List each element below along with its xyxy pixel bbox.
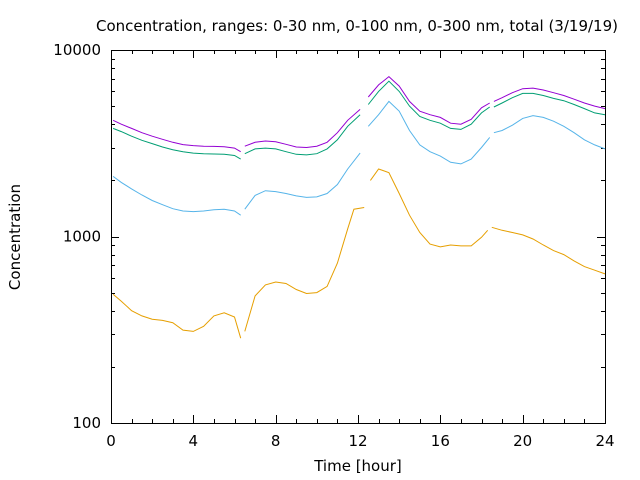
series-4-line	[367, 75, 490, 125]
x-axis-label: Time [hour]	[313, 457, 402, 475]
y-tick-label: 100	[72, 414, 101, 432]
x-tick-label: 4	[189, 432, 199, 450]
plot-frame	[111, 50, 606, 424]
y-tick-label: 10000	[53, 41, 101, 59]
series-2-line	[112, 175, 241, 216]
series-3-line	[493, 92, 606, 116]
series-1-line	[491, 226, 606, 275]
series-3-line	[244, 114, 361, 156]
series-3-line	[112, 127, 241, 160]
series-4-line	[493, 87, 606, 110]
x-tick-label: 24	[595, 432, 614, 450]
y-tick-label: 1000	[63, 228, 101, 246]
series-group	[112, 75, 606, 339]
series-4-line	[244, 109, 361, 149]
x-tick-label: 0	[106, 432, 116, 450]
y-axis-label: Concentration	[6, 184, 24, 290]
series-3-line	[367, 80, 490, 130]
x-tick-label: 16	[431, 432, 450, 450]
series-2-line	[244, 152, 361, 210]
x-tick-label: 12	[348, 432, 367, 450]
series-4-line	[112, 119, 241, 153]
chart-title: Concentration, ranges: 0-30 nm, 0-100 nm…	[96, 17, 618, 35]
series-1-line	[244, 207, 365, 332]
series-2-line	[493, 115, 606, 150]
x-tick-label: 8	[271, 432, 281, 450]
x-tick-label: 20	[513, 432, 532, 450]
series-1-line	[369, 168, 489, 248]
series-2-line	[367, 100, 491, 165]
x-axis: 0 4 8 12 16 20 24	[106, 50, 615, 450]
series-1-line	[112, 293, 242, 339]
y-axis: 100 1000 10000	[53, 41, 605, 432]
